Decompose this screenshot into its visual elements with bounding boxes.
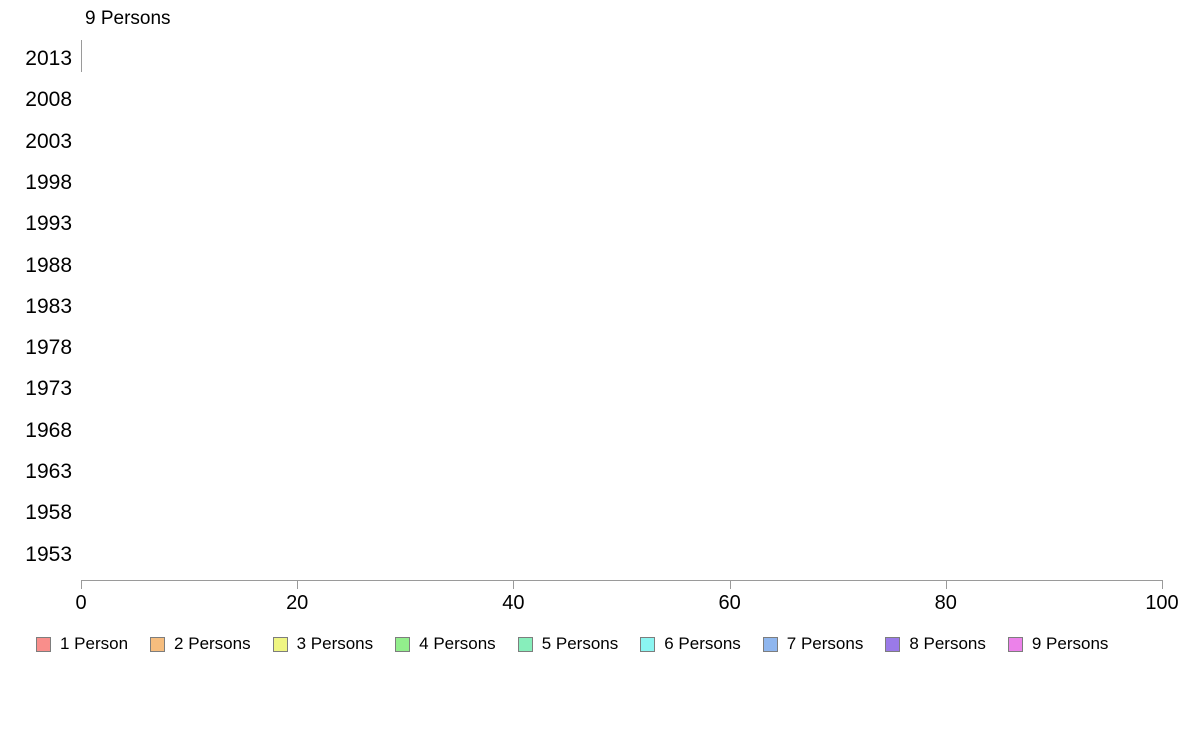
legend-swatch-icon — [640, 636, 656, 652]
x-tick-label: 40 — [502, 592, 525, 614]
legend-label: 2 Persons — [174, 634, 251, 653]
y-tick-label: 1988 — [25, 253, 72, 277]
y-tick-label: 1983 — [25, 294, 72, 318]
x-tick-label: 20 — [286, 592, 309, 614]
plot-area — [81, 35, 1162, 580]
y-axis: 2013 2008 2003 1998 1993 1988 1983 1978 1973 1968… — [0, 38, 72, 568]
y-tick-label: 2008 — [25, 88, 72, 112]
legend-swatch-icon — [395, 636, 411, 652]
plot-annotation: 9 Persons — [85, 8, 171, 29]
y-tick-label: 1978 — [25, 336, 72, 360]
x-tick-label: 60 — [718, 592, 741, 614]
legend-item[interactable]: 1 Person — [36, 635, 128, 653]
legend-label: 6 Persons — [664, 634, 741, 653]
y-tick-label: 1953 — [25, 542, 72, 566]
legend-swatch-icon — [762, 636, 778, 652]
y-tick-label: 2013 — [25, 47, 72, 70]
y-tick-label: 1973 — [25, 377, 72, 401]
x-tick-mark — [945, 580, 947, 589]
legend-item[interactable]: 7 Persons — [762, 634, 864, 653]
x-tick-label: 80 — [934, 592, 957, 614]
legend-item[interactable]: 5 Persons — [517, 634, 619, 653]
y-tick-label: 1958 — [25, 501, 72, 525]
x-tick-mark — [1162, 580, 1163, 589]
x-tick-mark — [81, 580, 82, 589]
legend-swatch-icon — [517, 636, 533, 652]
legend-label: 7 Persons — [786, 634, 864, 653]
x-tick-mark — [729, 580, 731, 589]
y-tick-label: 2003 — [25, 129, 72, 153]
y-tick-label: 1993 — [25, 212, 72, 236]
legend-label: 3 Persons — [296, 634, 374, 653]
y-tick-label: 1968 — [25, 418, 72, 442]
legend-item[interactable]: 9 Persons — [1007, 634, 1109, 653]
legend-item[interactable]: 8 Persons — [885, 635, 986, 653]
x-axis-line — [81, 580, 1162, 581]
x-tick-label: 100 — [1145, 592, 1179, 614]
legend-swatch-icon — [1007, 636, 1023, 652]
x-tick-mark — [513, 580, 515, 589]
legend-swatch-icon — [150, 636, 166, 652]
legend-label: 8 Persons — [909, 634, 986, 653]
legend-swatch-icon — [885, 636, 901, 652]
legend: 1 Person 2 Persons 3 Persons 4 Persons 5 Per… — [36, 632, 1156, 656]
legend-swatch-icon — [36, 636, 51, 652]
y-tick-label: 1963 — [25, 460, 72, 483]
legend-item[interactable]: 3 Persons — [272, 634, 374, 653]
legend-item[interactable]: 6 Persons — [640, 635, 741, 653]
legend-label: 9 Persons — [1031, 634, 1109, 653]
legend-swatch-icon — [272, 636, 288, 652]
legend-label: 5 Persons — [541, 634, 619, 653]
legend-item[interactable]: 4 Persons — [395, 635, 496, 653]
x-tick-label: 0 — [75, 592, 87, 614]
legend-label: 4 Persons — [419, 634, 496, 653]
x-tick-mark — [297, 580, 299, 589]
y-tick-label: 1998 — [25, 170, 72, 194]
legend-label: 1 Person — [60, 634, 129, 653]
legend-item[interactable]: 2 Persons — [150, 635, 251, 653]
y-axis-stub-line — [81, 40, 82, 72]
